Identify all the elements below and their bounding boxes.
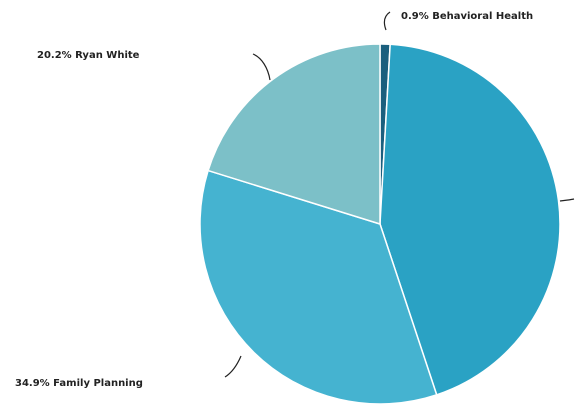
slice-unlabeled — [379, 43, 561, 396]
label-behavioral-health: 0.9% Behavioral Health — [401, 11, 533, 22]
leader-ryan-white — [252, 53, 271, 81]
slice-ryan-white — [207, 43, 381, 226]
slice-family-planning — [199, 169, 438, 405]
leader-family-planning — [224, 355, 242, 378]
label-ryan-white: 20.2% Ryan White — [37, 50, 140, 61]
leader-lines — [224, 11, 575, 378]
leader-behavioral-health — [383, 11, 391, 31]
leader-unlabeled — [559, 198, 575, 202]
slices — [199, 43, 561, 405]
label-family-planning: 34.9% Family Planning — [15, 378, 143, 389]
